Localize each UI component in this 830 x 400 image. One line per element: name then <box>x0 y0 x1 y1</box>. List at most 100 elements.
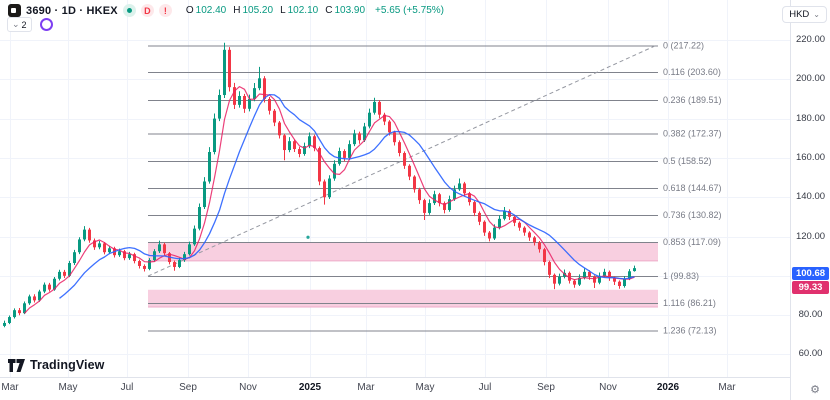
interval-badge[interactable]: D <box>140 4 154 17</box>
candle-body <box>508 210 511 217</box>
candle-body <box>408 165 411 177</box>
change-value: +5.65 (+5.75%) <box>375 5 444 16</box>
candle-body <box>568 272 571 281</box>
fib-label: 0.236 (189.51) <box>663 95 722 105</box>
time-tick-label: Mar <box>357 382 375 393</box>
candle-body <box>43 284 46 292</box>
candle-body <box>393 132 396 143</box>
candle-body <box>383 114 386 122</box>
candle-body <box>278 122 281 136</box>
candle-body <box>273 110 276 123</box>
candles[interactable] <box>3 42 636 328</box>
candle-body <box>303 146 306 154</box>
candle-body <box>178 260 181 267</box>
candle-body <box>483 221 486 233</box>
price-tick-label: 60.00 <box>798 348 823 360</box>
candle-body <box>68 263 71 276</box>
candle-body <box>388 121 391 133</box>
symbol-logo-icon[interactable] <box>8 4 21 17</box>
time-tick-label: Jul <box>478 382 492 393</box>
candle-body <box>53 278 56 290</box>
market-status-icon[interactable] <box>122 4 136 17</box>
candle-body <box>33 296 36 301</box>
currency-button[interactable]: HKD ⌄ <box>782 6 827 23</box>
fib-label: 0.382 (172.37) <box>663 129 722 139</box>
time-axis[interactable]: Mar May Jul Sep Nov 2025 Mar May Jul Sep Nov 2026 Ma… <box>0 378 790 400</box>
candle-body <box>308 136 311 147</box>
candle-body <box>338 151 341 164</box>
candle-body <box>438 194 441 204</box>
candle-body <box>403 152 406 166</box>
time-tick-label: 2025 <box>298 382 322 393</box>
time-axis-separator <box>0 377 790 378</box>
candle-body <box>83 229 86 240</box>
fib-label: 0.116 (203.60) <box>663 67 721 77</box>
highlight-zones[interactable] <box>148 242 658 308</box>
tradingview-logo[interactable]: TradingView <box>8 358 105 372</box>
candle-body <box>73 252 76 264</box>
fib-trendline[interactable] <box>147 45 657 277</box>
caret-down-icon: ⌄ <box>813 10 820 19</box>
candle-body <box>398 142 401 153</box>
candle-body <box>593 276 596 283</box>
low-label: L <box>280 5 286 16</box>
symbol-title[interactable]: 3690 · 1D · HKEX <box>26 4 118 17</box>
time-tick-label: Nov <box>599 382 617 393</box>
candle-body <box>533 237 536 243</box>
fib-retracement[interactable]: 0 (217.22) 0.116 (203.60) 0.236 (189.51) 0.… <box>147 40 722 336</box>
candle-body <box>373 101 376 113</box>
candle-body <box>318 148 321 182</box>
candle-body <box>213 118 216 153</box>
candle-body <box>583 271 586 278</box>
price-badge: 99.33 <box>792 281 829 295</box>
candle-body <box>8 317 11 323</box>
candle-body <box>223 49 226 96</box>
candle-body <box>598 275 601 283</box>
candle-body <box>128 254 131 259</box>
fib-label: 0.5 (158.52) <box>663 156 712 166</box>
candle-body <box>293 141 296 150</box>
candle-body <box>58 271 61 279</box>
candle-body <box>173 262 176 267</box>
low-value: 102.10 <box>287 5 319 16</box>
candle-body <box>458 183 461 190</box>
candle-body <box>243 96 246 109</box>
candle-body <box>608 271 611 278</box>
candle-body <box>528 232 531 238</box>
candle-body <box>348 144 351 158</box>
zone-rect[interactable] <box>148 289 658 308</box>
zone-rect[interactable] <box>148 242 658 261</box>
candle-body <box>258 78 261 89</box>
alert-badge[interactable]: ! <box>158 4 172 17</box>
candle-body <box>133 254 136 262</box>
candle-body <box>148 260 151 269</box>
time-tick-label: Sep <box>537 382 555 393</box>
candle-body <box>203 181 206 208</box>
candle-body <box>138 261 141 266</box>
candle-body <box>108 248 111 253</box>
ma-slow-line[interactable] <box>59 93 635 299</box>
price-axis[interactable]: 220.00 200.00 180.00 160.00 140.00 120.00 80.0… <box>791 0 830 377</box>
candle-body <box>93 240 96 248</box>
tradingview-logo-text: TradingView <box>30 358 105 372</box>
candle-body <box>298 149 301 154</box>
candle-body <box>323 181 326 198</box>
candle-body <box>38 291 41 301</box>
price-chart[interactable]: 0 (217.22) 0.116 (203.60) 0.236 (189.51) 0.… <box>0 0 790 377</box>
ma-fast-line[interactable] <box>24 85 635 314</box>
candle-body <box>413 176 416 190</box>
candle-body <box>78 239 81 253</box>
candle-body <box>548 262 551 275</box>
price-badge: 100.68 <box>792 267 829 281</box>
candle-body <box>233 87 236 105</box>
candle-body <box>208 152 211 182</box>
candle-body <box>248 98 251 109</box>
high-value: 105.20 <box>242 5 274 16</box>
close-label: C <box>325 5 333 16</box>
candle-body <box>553 274 556 284</box>
candle-body <box>618 281 621 287</box>
gear-icon[interactable]: ⚙ <box>810 384 820 396</box>
indicators-collapse-button[interactable]: ⌄ 2 <box>7 17 32 32</box>
price-tick-label: 180.00 <box>795 112 826 124</box>
candle-body <box>628 271 631 279</box>
